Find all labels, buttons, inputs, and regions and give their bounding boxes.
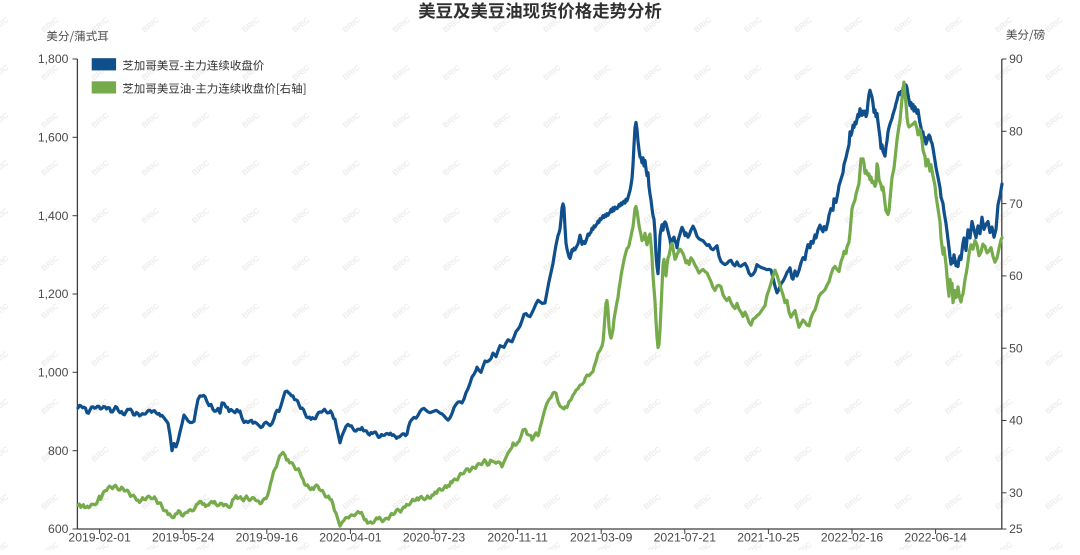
- svg-text:BRIC: BRIC: [0, 254, 11, 273]
- svg-text:BRIC: BRIC: [0, 158, 11, 177]
- svg-text:30: 30: [1009, 486, 1023, 500]
- svg-text:90: 90: [1009, 52, 1023, 66]
- svg-text:80: 80: [1009, 125, 1023, 139]
- svg-text:BRIC: BRIC: [0, 301, 11, 320]
- svg-text:2021-10-25: 2021-10-25: [737, 531, 800, 545]
- svg-text:25: 25: [1009, 522, 1023, 536]
- svg-text:BRIC: BRIC: [0, 397, 11, 416]
- svg-text:2020-11-11: 2020-11-11: [487, 531, 548, 545]
- svg-text:BRIC: BRIC: [0, 540, 11, 550]
- svg-text:2020-04-01: 2020-04-01: [319, 531, 382, 545]
- svg-text:2022-02-16: 2022-02-16: [821, 531, 884, 545]
- svg-text:50: 50: [1009, 341, 1023, 355]
- svg-text:60: 60: [1009, 269, 1023, 283]
- svg-text:BRIC: BRIC: [0, 206, 11, 225]
- svg-text:2019-09-16: 2019-09-16: [236, 531, 299, 545]
- svg-text:600: 600: [48, 522, 69, 536]
- svg-text:2019-02-01: 2019-02-01: [68, 531, 131, 545]
- svg-text:1,600: 1,600: [38, 131, 69, 145]
- svg-text:BRIC: BRIC: [0, 492, 11, 511]
- svg-text:2021-03-09: 2021-03-09: [570, 531, 633, 545]
- svg-text:1,000: 1,000: [38, 366, 69, 380]
- svg-text:1,800: 1,800: [38, 52, 69, 66]
- svg-text:2020-07-23: 2020-07-23: [403, 531, 466, 545]
- svg-text:1,200: 1,200: [38, 287, 69, 301]
- svg-text:40: 40: [1009, 414, 1023, 428]
- svg-text:2019-05-24: 2019-05-24: [152, 531, 215, 545]
- svg-text:1,400: 1,400: [38, 209, 69, 223]
- svg-text:BRIC: BRIC: [0, 111, 11, 130]
- svg-text:2022-06-14: 2022-06-14: [904, 531, 967, 545]
- svg-text:BRIC: BRIC: [0, 15, 11, 34]
- svg-text:BRIC: BRIC: [0, 349, 11, 368]
- svg-text:BRIC: BRIC: [0, 445, 11, 464]
- svg-text:BRIC: BRIC: [0, 63, 11, 82]
- svg-text:70: 70: [1009, 197, 1023, 211]
- svg-text:800: 800: [48, 444, 69, 458]
- svg-text:2021-07-21: 2021-07-21: [654, 531, 717, 545]
